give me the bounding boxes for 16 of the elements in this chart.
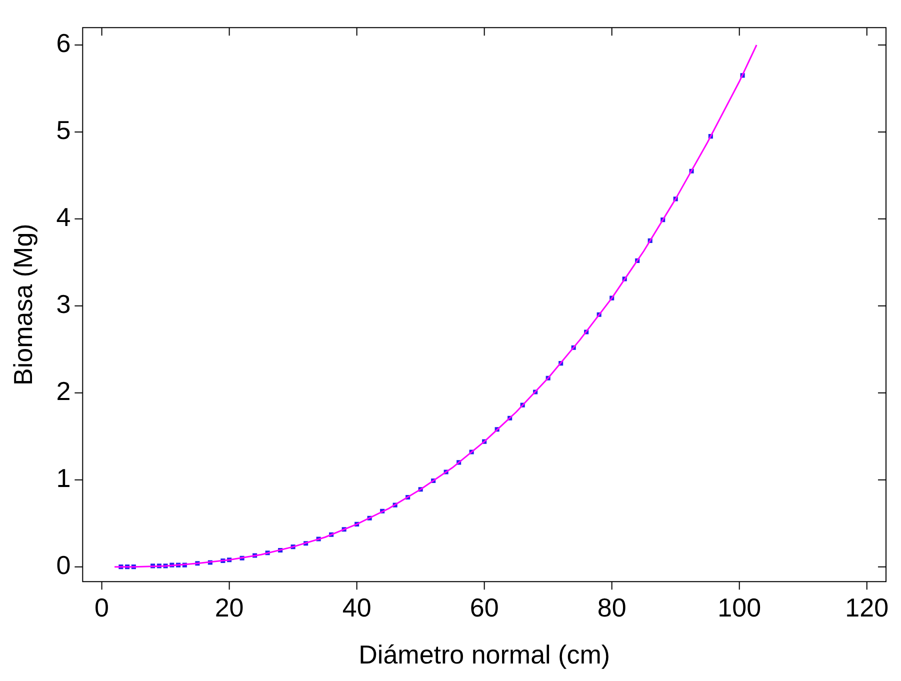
- x-tick-label: 80: [597, 592, 626, 622]
- x-axis-title: Diámetro normal (cm): [358, 640, 610, 670]
- x-tick-label: 60: [470, 592, 499, 622]
- y-tick-label: 2: [56, 376, 71, 406]
- x-tick-label: 0: [94, 592, 110, 622]
- y-tick-label: 1: [56, 463, 71, 494]
- y-tick-label: 4: [56, 202, 71, 232]
- y-tick-label: 0: [56, 550, 71, 580]
- y-tick-label: 6: [56, 28, 71, 58]
- x-tick-label: 20: [214, 592, 244, 622]
- y-tick-label: 5: [56, 115, 71, 146]
- y-tick-label: 3: [56, 289, 71, 320]
- x-tick-label: 120: [845, 592, 889, 622]
- x-tick-label: 40: [342, 592, 372, 622]
- y-axis-title: Biomasa (Mg): [8, 224, 38, 386]
- x-tick-label: 100: [718, 592, 762, 622]
